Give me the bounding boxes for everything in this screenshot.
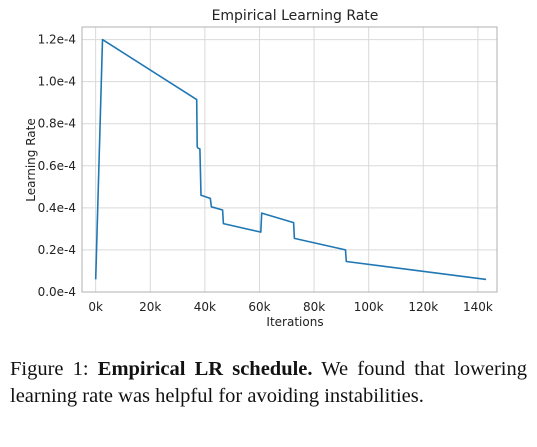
plot-frame (81, 26, 498, 293)
y-tick-label: 0.8e-4 (38, 117, 76, 131)
x-tick-label: 40k (194, 300, 216, 314)
chart-title: Empirical Learning Rate (212, 8, 379, 24)
y-tick-label: 0.6e-4 (38, 159, 76, 173)
y-tick-label: 1.2e-4 (38, 33, 76, 47)
grid (82, 27, 497, 293)
caption-prefix: Figure 1: (10, 358, 98, 380)
x-tick-label: 140k (463, 300, 493, 314)
y-tick-label: 0.0e-4 (38, 285, 76, 299)
caption-bold-title: Empirical LR schedule. (97, 358, 313, 380)
x-axis-label: Iterations (266, 315, 323, 329)
chart: Empirical Learning Rate 0k 20k 40k 60k 80k 10… (24, 8, 498, 329)
x-tick-labels: 0k 20k 40k 60k 80k 100k 120k 140k (88, 300, 493, 314)
y-axis-label: Learning Rate (24, 118, 38, 201)
figure-caption: Figure 1: Empirical LR schedule. We foun… (10, 356, 527, 410)
y-tick-label: 0.4e-4 (38, 201, 76, 215)
y-tick-label: 0.2e-4 (38, 243, 76, 257)
x-tick-label: 0k (88, 300, 103, 314)
caption-text: We found that lowering learning rate was… (10, 358, 527, 407)
learning-rate-line (94, 38, 487, 281)
y-tick-label: 1.0e-4 (38, 75, 76, 89)
y-tick-labels: 0.0e-4 0.2e-4 0.4e-4 0.6e-4 0.8e-4 1.0e-4 1.2e… (38, 33, 76, 299)
x-tick-label: 120k (408, 300, 438, 314)
x-tick-label: 60k (248, 300, 270, 314)
x-tick-label: 20k (139, 300, 161, 314)
x-tick-label: 80k (303, 300, 325, 314)
x-tick-label: 100k (354, 300, 384, 314)
